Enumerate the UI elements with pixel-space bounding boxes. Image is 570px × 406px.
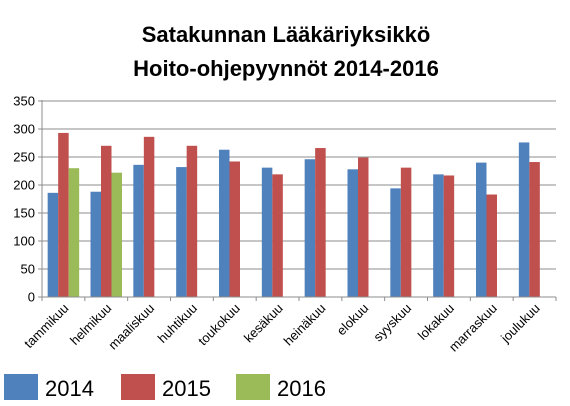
bar-2015-huhtikuu: [186, 145, 198, 297]
x-tick-label: toukokuu: [195, 301, 243, 349]
x-tick-label: huhtikuu: [155, 301, 200, 346]
legend-label-2015: 2015: [162, 376, 211, 401]
bar-2014-tammikuu: [47, 192, 59, 297]
bar-2014-huhtikuu: [176, 167, 187, 297]
gridlines: [42, 100, 556, 270]
y-tick-label: 200: [13, 178, 35, 193]
legend: 2014 2015 2016: [4, 374, 326, 401]
bar-2014-toukokuu: [219, 149, 230, 297]
x-tick-label: tammikuu: [21, 301, 71, 351]
y-tick-label: 350: [13, 94, 35, 109]
bar-2014-lokakuu: [433, 174, 444, 297]
bar-2014-marraskuu: [476, 162, 487, 297]
bar-2014-elokuu: [347, 169, 358, 297]
legend-swatch-2016: [236, 374, 270, 400]
axes: [41, 100, 557, 301]
legend-label-2016: 2016: [277, 376, 326, 401]
bar-2015-helmikuu: [101, 145, 112, 297]
x-tick-label: maaliskuu: [105, 301, 157, 353]
x-tick-label: syyskuu: [370, 301, 414, 345]
bar-2015-toukokuu: [229, 161, 240, 297]
bar-2014-helmikuu: [90, 191, 101, 297]
bar-2014-joulukuu: [518, 142, 530, 297]
bar-2015-lokakuu: [443, 175, 455, 297]
y-axis-ticks: 0 50 100 150 200 250 300 350: [13, 94, 42, 305]
legend-label-2014: 2014: [45, 376, 94, 401]
legend-swatch-2014: [4, 374, 38, 400]
bar-2015-kesäkuu: [272, 174, 283, 297]
y-tick-label: 50: [21, 262, 35, 277]
y-tick-label: 100: [13, 234, 35, 249]
bar-2014-maaliskuu: [133, 164, 144, 297]
x-tick-label: heinäkuu: [281, 301, 329, 349]
bar-2015-marraskuu: [486, 194, 497, 297]
bar-2014-heinäkuu: [304, 159, 316, 297]
bar-2014-kesäkuu: [261, 167, 273, 297]
chart-title: Satakunnan Lääkäriyksikkö: [142, 22, 431, 47]
chart-subtitle: Hoito-ohjepyynnöt 2014-2016: [133, 56, 439, 81]
bars: [47, 132, 540, 297]
y-tick-label: 150: [13, 206, 35, 221]
bar-2016-helmikuu: [111, 172, 122, 297]
y-tick-label: 250: [13, 150, 35, 165]
bar-2016-tammikuu: [68, 168, 80, 297]
bar-2015-joulukuu: [529, 162, 540, 297]
x-tick-label: lokakuu: [415, 301, 457, 343]
y-tick-label: 300: [13, 122, 35, 137]
bar-2015-syyskuu: [400, 167, 412, 297]
x-tick-label: kesäkuu: [241, 301, 286, 346]
bar-2015-elokuu: [358, 157, 369, 297]
bar-2015-heinäkuu: [315, 148, 326, 297]
bar-2014-syyskuu: [390, 188, 401, 297]
bar-2015-maaliskuu: [143, 136, 155, 297]
y-tick-label: 0: [28, 290, 35, 305]
legend-swatch-2015: [121, 374, 155, 400]
bar-2015-tammikuu: [58, 132, 69, 297]
x-tick-label: elokuu: [334, 301, 372, 339]
x-axis-labels: tammikuuhelmikuumaaliskuuhuhtikuutoukoku…: [21, 301, 543, 355]
x-tick-label: joulukuu: [497, 301, 543, 347]
